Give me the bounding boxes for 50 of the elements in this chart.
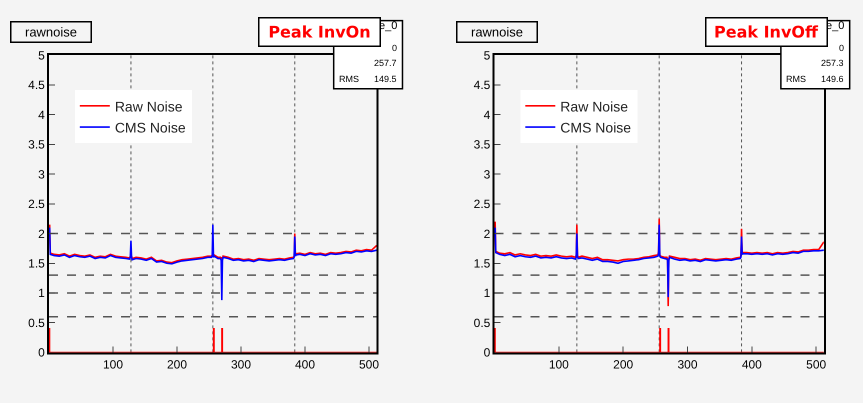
y-tick-label: 4.5 (474, 78, 491, 92)
y-tick-label: 1 (38, 286, 46, 300)
y-tick-label: 2.5 (28, 197, 46, 212)
text: Peak InvOff (714, 22, 819, 42)
annotation: 257.3 (821, 58, 844, 68)
y-tick-label: 5 (484, 48, 491, 62)
legend-label: Raw Noise (560, 98, 628, 114)
line-series (494, 224, 824, 298)
x-tick-label: 300 (230, 358, 252, 372)
y-tick-label: 4.5 (28, 78, 46, 92)
y-tick-label: 0.5 (28, 316, 46, 330)
chart-title: rawnoise (24, 24, 78, 40)
y-tick-label: 2 (484, 226, 491, 241)
y-tick-label: 4 (484, 108, 491, 122)
legend-label: CMS Noise (114, 120, 186, 136)
annotation: RMS (786, 74, 806, 84)
x-tick-label: 100 (548, 358, 570, 372)
y-tick-label: 2 (38, 226, 46, 241)
text: Peak InvOn (268, 22, 371, 42)
text: 0 (392, 43, 398, 53)
x-tick-label: 300 (677, 358, 698, 372)
x-tick-label: 200 (166, 358, 188, 372)
annotation: 149.6 (821, 74, 844, 84)
y-tick-label: 4 (38, 108, 46, 122)
x-tick-label: 100 (103, 358, 124, 372)
y-tick-label: 3 (484, 167, 491, 182)
annotation: 149.5 (374, 74, 397, 84)
annotation: 257.7 (374, 58, 397, 68)
legend-label: Raw Noise (114, 98, 183, 114)
y-tick-label: 1 (484, 286, 491, 300)
y-tick-label: 3.5 (28, 138, 46, 152)
y-tick-label: 1.5 (474, 256, 491, 270)
y-tick-label: 0.5 (474, 316, 491, 330)
chart-title: rawnoise (470, 24, 524, 40)
text: 0 (839, 43, 844, 53)
y-tick-label: 3.5 (474, 138, 491, 152)
x-tick-label: 500 (358, 358, 380, 372)
x-tick-label: 400 (742, 358, 762, 372)
legend-label: CMS Noise (560, 120, 632, 136)
y-tick-label: 1.5 (28, 256, 46, 270)
x-tick-label: 200 (613, 358, 634, 372)
y-tick-label: 5 (38, 48, 46, 62)
y-tick-label: 0 (484, 346, 491, 360)
line-series (49, 224, 377, 301)
y-tick-label: 0 (38, 346, 46, 360)
annotation: RMS (339, 74, 359, 84)
x-tick-label: 400 (294, 358, 316, 372)
y-tick-label: 2.5 (474, 197, 491, 212)
y-tick-label: 3 (38, 167, 46, 182)
x-tick-label: 500 (806, 358, 826, 372)
